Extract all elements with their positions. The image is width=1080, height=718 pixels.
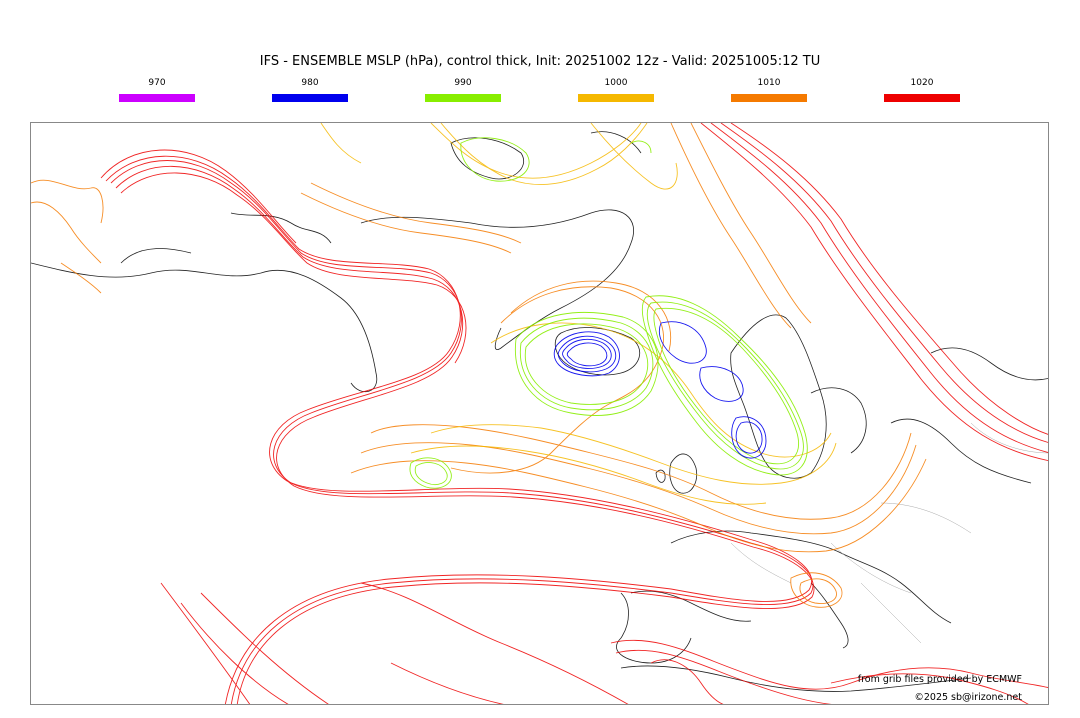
- legend-item-990: 990: [424, 78, 502, 102]
- ensemble-isobar-map: [31, 123, 1048, 704]
- isobar-980: [553, 321, 767, 459]
- legend-item-1000: 1000: [577, 78, 655, 102]
- isobar-1010: [31, 123, 927, 608]
- pressure-legend: 970 980 990 1000 1010 1020: [0, 78, 1080, 114]
- legend-label: 990: [454, 78, 472, 88]
- source-credit: from grib files provided by ECMWF: [857, 674, 1022, 685]
- coastline-outlines: [31, 131, 1048, 692]
- legend-label: 980: [301, 78, 319, 88]
- legend-swatch: [425, 94, 501, 102]
- legend-item-980: 980: [271, 78, 349, 102]
- country-borders: [730, 422, 1048, 644]
- legend-swatch: [578, 94, 654, 102]
- copyright-credit: ©2025 sb@irizone.net: [914, 692, 1022, 703]
- isobar-1020: [100, 123, 1048, 704]
- legend-label: 1000: [604, 78, 628, 88]
- legend-swatch: [884, 94, 960, 102]
- legend-swatch: [731, 94, 807, 102]
- legend-label: 970: [148, 78, 166, 88]
- legend-swatch: [119, 94, 195, 102]
- isobar-1000: [320, 123, 837, 505]
- legend-label: 1010: [757, 78, 781, 88]
- legend-item-970: 970: [118, 78, 196, 102]
- isobar-990: [409, 137, 808, 489]
- legend-label: 1020: [910, 78, 934, 88]
- legend-item-1010: 1010: [730, 78, 808, 102]
- legend-swatch: [272, 94, 348, 102]
- legend-item-1020: 1020: [883, 78, 961, 102]
- map-title: IFS - ENSEMBLE MSLP (hPa), control thick…: [259, 54, 821, 69]
- map-area[interactable]: [30, 122, 1049, 705]
